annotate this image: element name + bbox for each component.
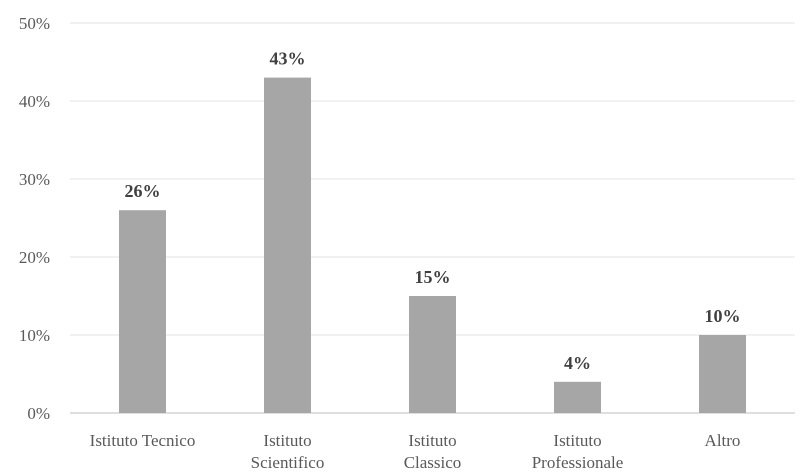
category-label: Altro bbox=[705, 431, 741, 450]
category-label: Istituto Scientifico bbox=[251, 431, 325, 472]
category-label: Istituto Tecnico bbox=[90, 431, 196, 450]
bar bbox=[409, 296, 456, 413]
bars bbox=[119, 77, 746, 413]
bar bbox=[264, 77, 311, 413]
y-axis-tick-labels: 0% 10% 20% 30% 40% 50% bbox=[19, 14, 50, 423]
y-tick-label: 50% bbox=[19, 14, 50, 33]
category-label: Istituto Professionale bbox=[532, 431, 624, 472]
y-tick-label: 0% bbox=[27, 404, 50, 423]
bar bbox=[699, 335, 746, 413]
data-label: 43% bbox=[270, 49, 306, 69]
bar bbox=[554, 381, 601, 413]
y-tick-label: 20% bbox=[19, 248, 50, 267]
data-label: 4% bbox=[564, 353, 591, 373]
bar bbox=[119, 210, 166, 413]
data-label: 26% bbox=[125, 181, 161, 201]
data-label: 10% bbox=[705, 306, 741, 326]
category-label: Istituto Classico bbox=[404, 431, 462, 472]
data-labels: 26% 43% 15% 4% 10% bbox=[125, 49, 741, 373]
y-tick-label: 10% bbox=[19, 326, 50, 345]
gridlines bbox=[70, 22, 795, 414]
y-tick-label: 30% bbox=[19, 170, 50, 189]
data-label: 15% bbox=[415, 267, 451, 287]
y-tick-label: 40% bbox=[19, 92, 50, 111]
x-axis-category-labels: Istituto Tecnico Istituto Scientifico Istit… bbox=[90, 431, 741, 472]
